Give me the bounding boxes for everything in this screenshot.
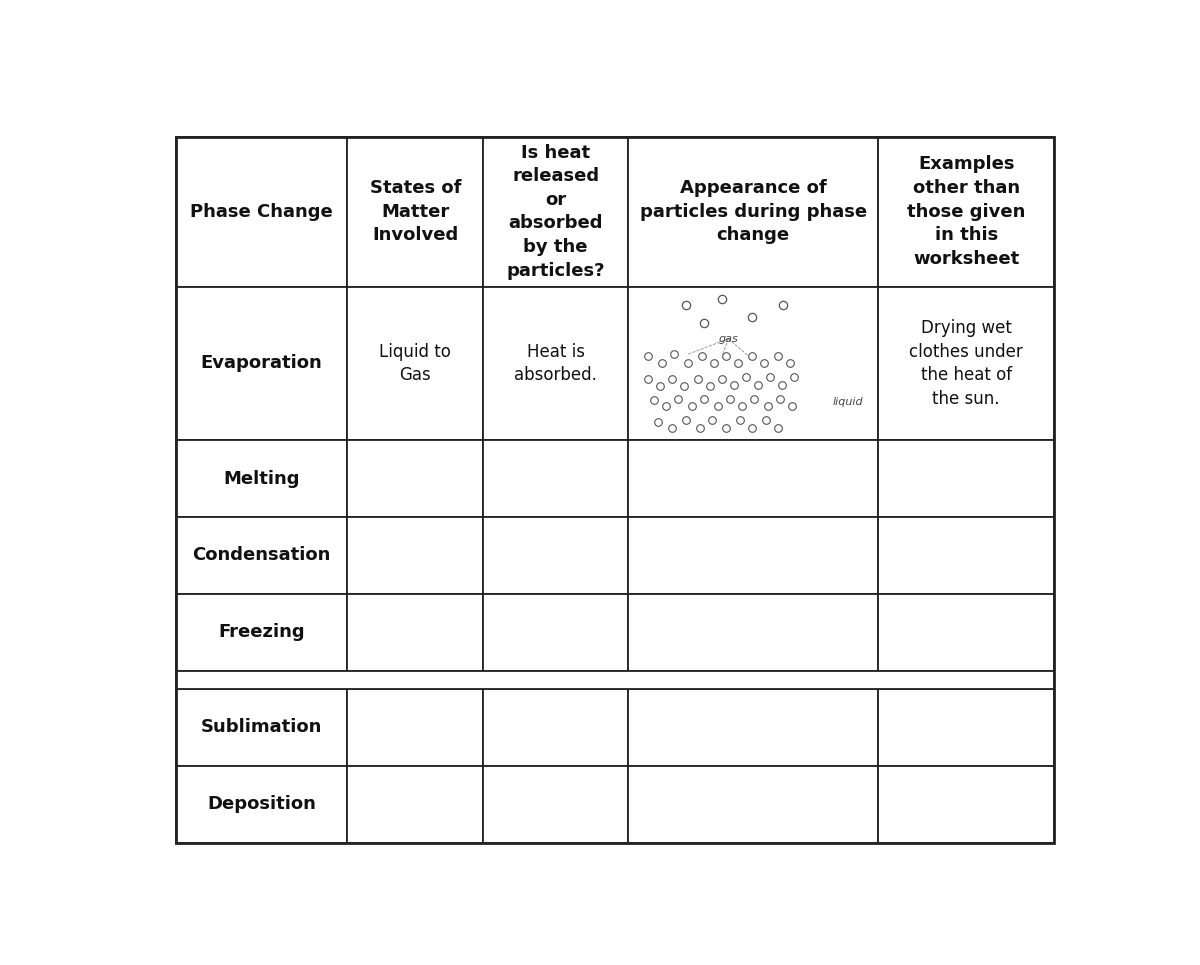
Bar (484, 440, 628, 517)
Bar (484, 287, 628, 440)
Text: liquid: liquid (833, 397, 864, 407)
Bar (878, 517, 1054, 593)
Bar (484, 765, 628, 842)
Bar (176, 689, 347, 765)
Text: Melting: Melting (223, 470, 300, 487)
Bar (176, 517, 347, 593)
Text: Phase Change: Phase Change (191, 203, 334, 221)
Bar (176, 440, 347, 517)
Text: Liquid to
Gas: Liquid to Gas (379, 343, 451, 384)
Text: Evaporation: Evaporation (200, 354, 323, 372)
Bar (628, 440, 878, 517)
Bar (628, 137, 878, 287)
Bar (484, 593, 628, 671)
Bar (628, 593, 878, 671)
Text: gas: gas (719, 334, 738, 344)
Bar (878, 137, 1054, 287)
Text: Freezing: Freezing (218, 623, 305, 641)
Bar (347, 689, 484, 765)
Bar (347, 765, 484, 842)
Text: Appearance of
particles during phase
change: Appearance of particles during phase cha… (640, 179, 866, 244)
Bar (347, 137, 484, 287)
Bar (176, 765, 347, 842)
Bar (347, 517, 484, 593)
Text: Examples
other than
those given
in this
worksheet: Examples other than those given in this … (907, 155, 1025, 267)
Bar (628, 765, 878, 842)
Bar (176, 137, 347, 287)
Bar (176, 671, 1054, 689)
Bar (878, 689, 1054, 765)
Bar (878, 287, 1054, 440)
Text: Sublimation: Sublimation (200, 718, 323, 736)
Text: Is heat
released
or
absorbed
by the
particles?: Is heat released or absorbed by the part… (506, 144, 605, 280)
Bar (347, 593, 484, 671)
Bar (176, 593, 347, 671)
Bar (484, 137, 628, 287)
Text: Heat is
absorbed.: Heat is absorbed. (515, 343, 598, 384)
Bar (347, 440, 484, 517)
Bar (176, 287, 347, 440)
Bar (628, 517, 878, 593)
Text: Condensation: Condensation (192, 546, 331, 565)
Bar (484, 517, 628, 593)
Bar (628, 689, 878, 765)
Bar (628, 287, 878, 440)
Text: States of
Matter
Involved: States of Matter Involved (370, 179, 461, 244)
Bar (878, 593, 1054, 671)
Bar (484, 689, 628, 765)
Text: Drying wet
clothes under
the heat of
the sun.: Drying wet clothes under the heat of the… (910, 319, 1024, 408)
Bar (878, 765, 1054, 842)
Bar (347, 287, 484, 440)
Text: Deposition: Deposition (208, 795, 316, 813)
Bar (878, 440, 1054, 517)
